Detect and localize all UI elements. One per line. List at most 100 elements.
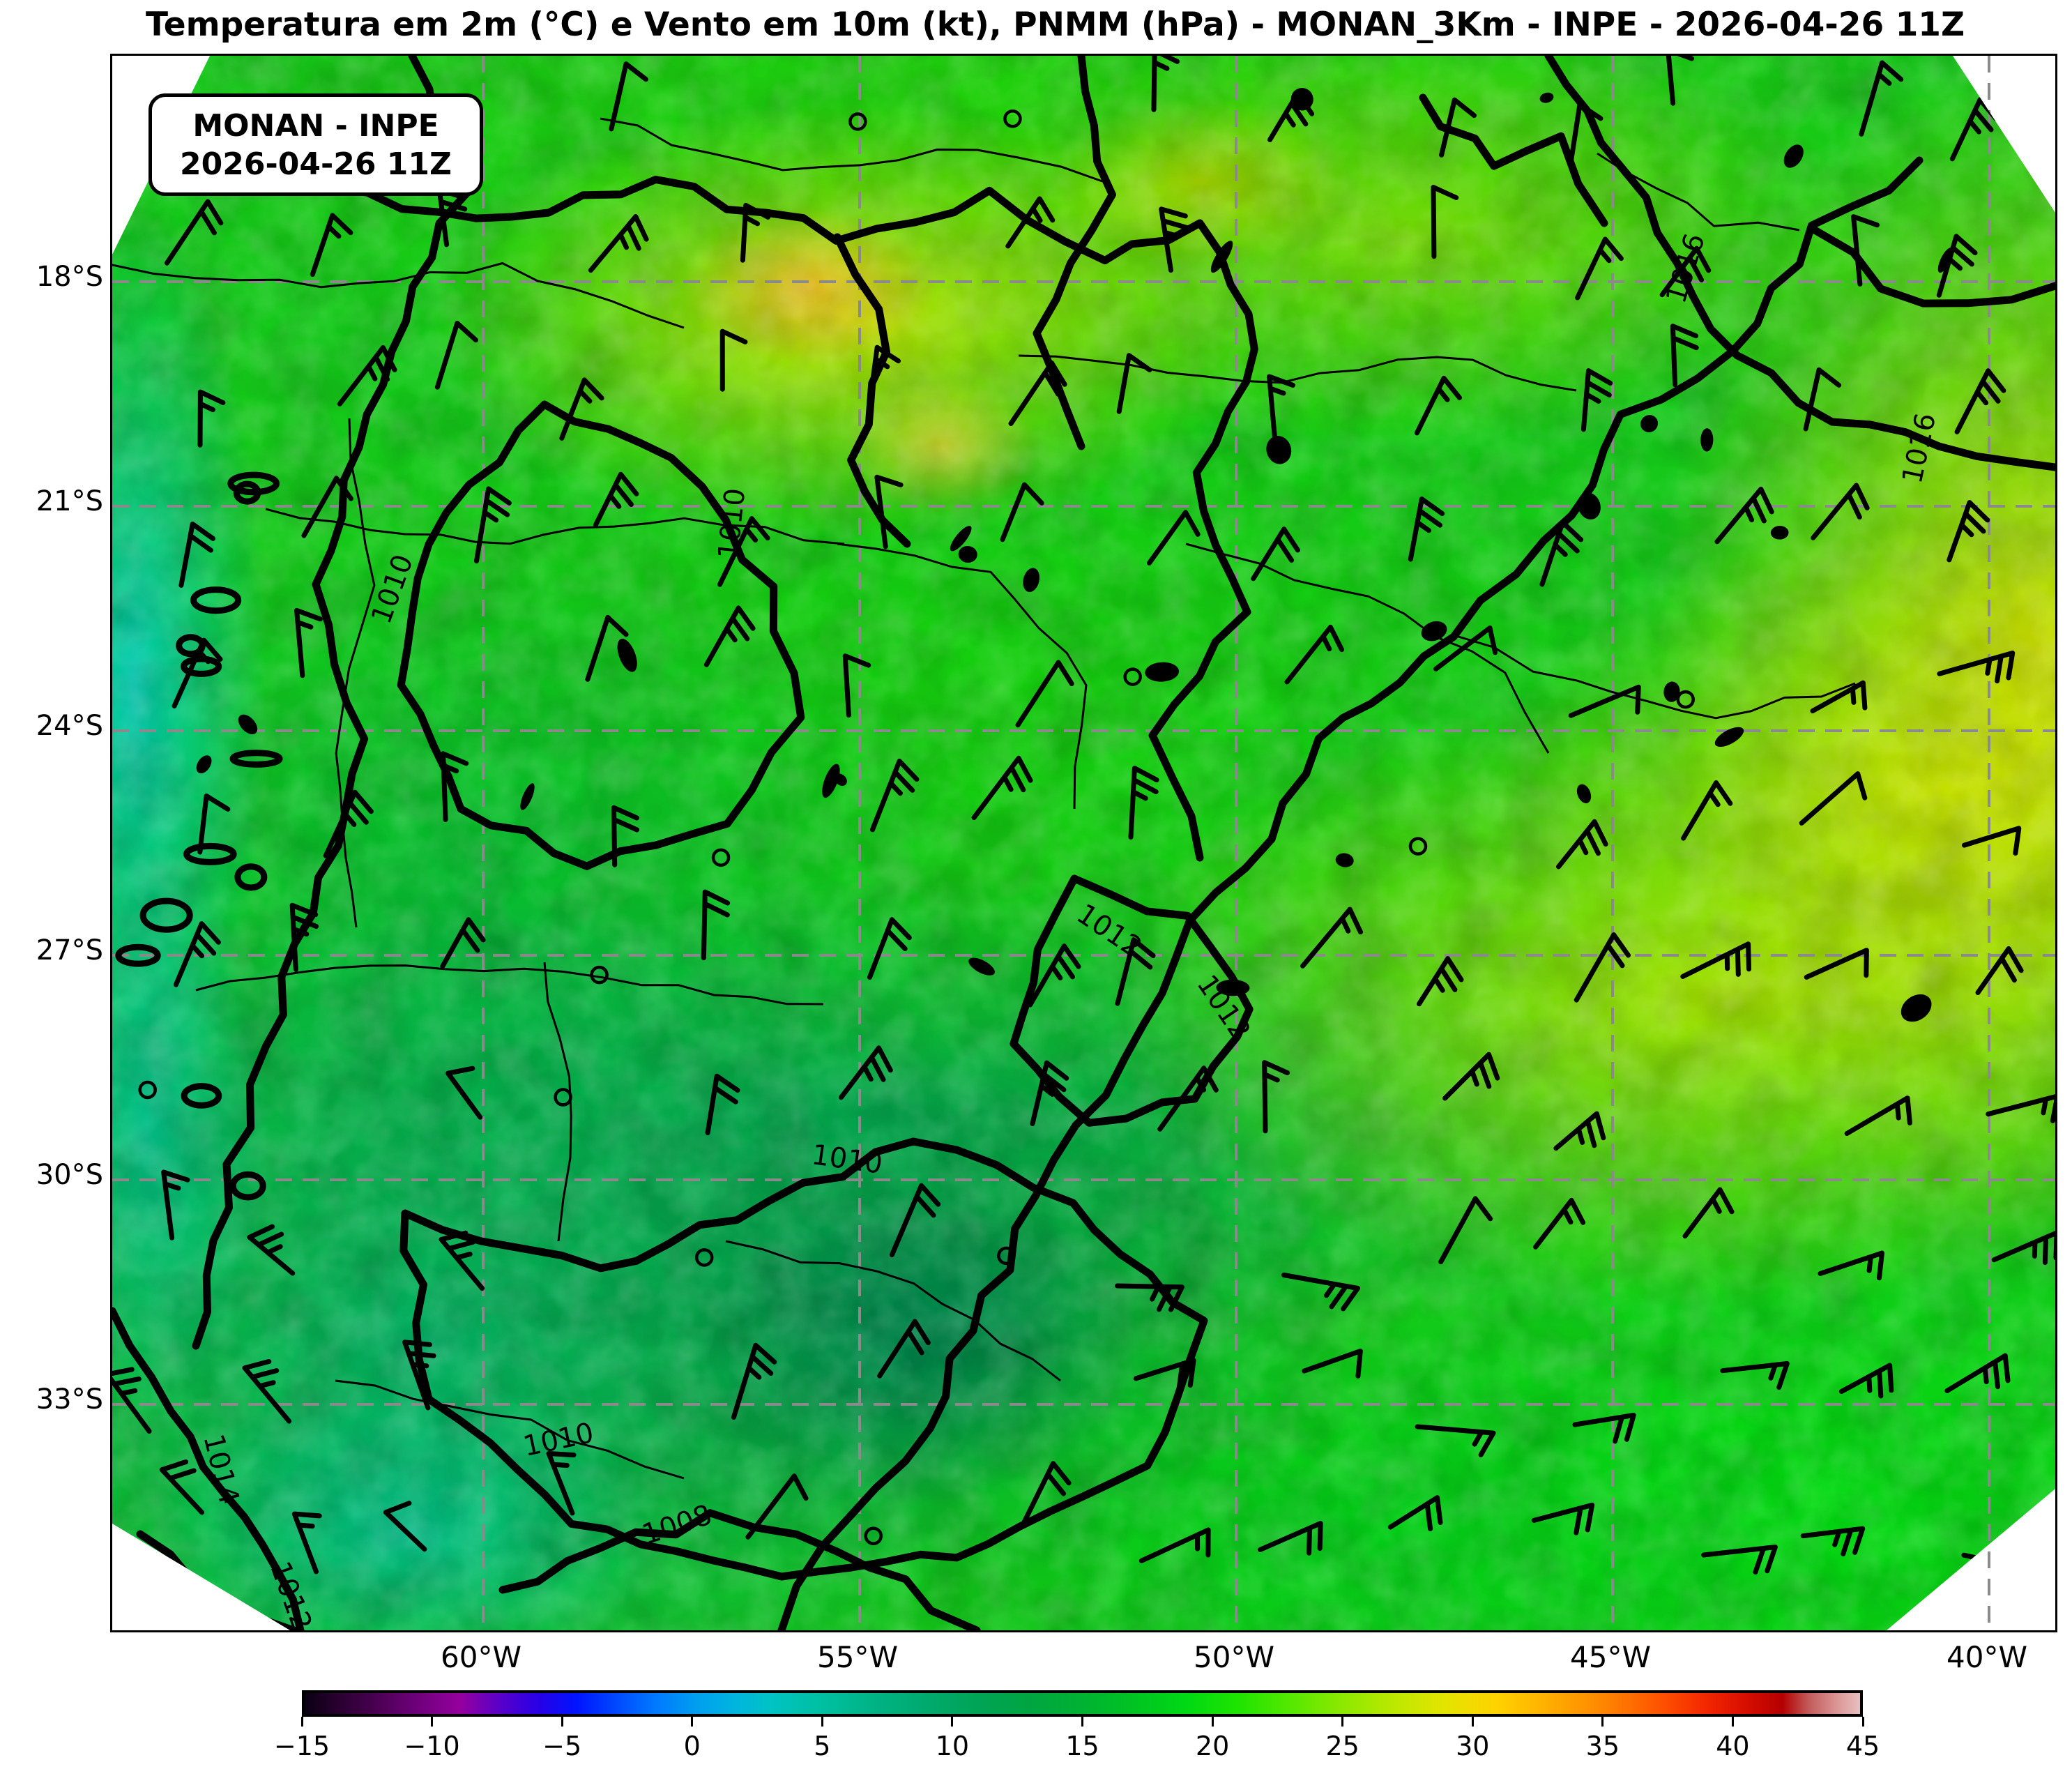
wind-barb <box>172 637 223 708</box>
state-border <box>265 508 845 545</box>
wind-barb <box>1151 56 1180 112</box>
terrain-blob <box>1577 492 1601 519</box>
state-border <box>1451 633 1856 720</box>
terrain-blob <box>1783 144 1804 168</box>
colorbar-tick-label: 25 <box>1325 1731 1359 1761</box>
terrain-blob <box>1023 568 1040 593</box>
isobar-contour <box>1010 874 1254 1127</box>
station-circle <box>711 848 731 867</box>
station-circle <box>848 112 867 131</box>
station-circle <box>1003 109 1022 128</box>
wind-barb <box>874 474 904 549</box>
station-circle <box>864 1526 883 1545</box>
terrain-blob <box>1714 727 1744 748</box>
terrain-blob <box>1700 428 1714 452</box>
wind-barb <box>242 1359 292 1424</box>
wind-barb <box>1000 482 1044 543</box>
colorbar-tick-label: 30 <box>1456 1731 1490 1761</box>
wind-barb <box>441 751 469 822</box>
wind-barb <box>877 1319 931 1379</box>
state-border <box>1185 543 1550 754</box>
wind-barb <box>1417 956 1464 1007</box>
state-border <box>335 418 376 928</box>
wind-barb <box>1670 324 1699 388</box>
wind-barb <box>383 1501 427 1552</box>
terrain-blob <box>181 655 222 677</box>
wind-barb <box>1947 500 1990 563</box>
wind-barb <box>1799 771 1868 826</box>
field-texture <box>112 56 2055 1630</box>
terrain-blob <box>1145 662 1179 682</box>
colorbar-tick-label: −10 <box>404 1731 460 1761</box>
wind-barb <box>310 213 353 277</box>
station-circle <box>590 965 609 985</box>
isobar-contour <box>498 1509 981 1630</box>
wind-barb <box>1810 680 1868 713</box>
colorbar-tick-mark <box>1081 1717 1083 1727</box>
state-border <box>725 1240 1061 1382</box>
wind-barb <box>197 389 226 448</box>
wind-barb <box>247 1224 296 1276</box>
state-border <box>1597 152 1800 232</box>
terrain-blob <box>958 545 977 563</box>
wind-barb <box>1159 206 1190 273</box>
colorbar-tick-label: 0 <box>683 1731 701 1761</box>
terrain-blob <box>520 783 535 810</box>
wind-barb <box>870 759 920 833</box>
colorbar-tick-label: 20 <box>1195 1731 1230 1761</box>
wind-barb <box>1438 1196 1493 1265</box>
wind-barb <box>705 1073 740 1136</box>
wind-barb <box>588 214 649 273</box>
wind-barb <box>1803 367 1842 432</box>
lon-tick-label: 50°W <box>1194 1640 1274 1674</box>
wind-barb <box>1575 236 1624 301</box>
wind-barb <box>1267 91 1315 142</box>
colorbar-tick-mark <box>431 1717 434 1727</box>
wind-barb <box>1251 526 1300 582</box>
colorbar-tick-label: 10 <box>935 1731 970 1761</box>
isobar-contour <box>1033 56 1116 450</box>
wind-barb <box>703 605 756 667</box>
wind-barb <box>1556 819 1608 870</box>
page-title: Temperatura em 2m (°C) e Vento em 10m (k… <box>145 6 1965 44</box>
station-circle <box>997 1246 1016 1266</box>
wind-barb <box>1961 1552 2032 1592</box>
isobar-contour <box>1148 219 1258 862</box>
wind-barb <box>1431 185 1459 259</box>
wind-barb <box>1284 624 1344 685</box>
isobar-contour <box>777 156 1924 1630</box>
isobar-contour <box>399 1137 1208 1581</box>
colorbar-tick-mark <box>1471 1717 1474 1727</box>
station-circle <box>1123 667 1142 686</box>
wind-barb <box>402 1340 436 1411</box>
terrain-blob <box>181 1083 222 1109</box>
wind-barb <box>546 1451 577 1516</box>
terrain-blob <box>834 773 847 787</box>
wind-barb <box>1844 1095 1912 1136</box>
wind-barb <box>178 522 215 588</box>
colorbar-tick-label: −5 <box>542 1731 582 1761</box>
lon-tick-label: 60°W <box>441 1640 521 1674</box>
wind-barb <box>1439 97 1477 158</box>
state-border <box>837 543 1088 810</box>
wind-barb <box>585 614 629 682</box>
lat-tick-label: 18°S <box>36 261 103 293</box>
colorbar-tick-mark <box>691 1717 694 1727</box>
lon-tick-label: 55°W <box>817 1640 898 1674</box>
wind-barb <box>866 344 901 412</box>
wind-barb <box>889 1183 941 1258</box>
wind-barb <box>159 1459 204 1515</box>
colorbar-tick-mark <box>561 1717 563 1727</box>
isobar-contour <box>1811 226 2055 308</box>
terrain-blob <box>229 750 283 768</box>
wind-barb <box>1954 368 2006 434</box>
colorbar-tick-label: 45 <box>1845 1731 1880 1761</box>
wind-barb <box>1800 1526 1866 1556</box>
wind-barb <box>1128 766 1159 840</box>
colorbar-tick-mark <box>1601 1717 1604 1727</box>
terrain-blob <box>1421 621 1447 642</box>
wind-barb <box>337 345 397 407</box>
wind-barb <box>839 1045 893 1100</box>
colorbar-tick-label: 35 <box>1585 1731 1620 1761</box>
terrain-blob <box>968 957 995 976</box>
